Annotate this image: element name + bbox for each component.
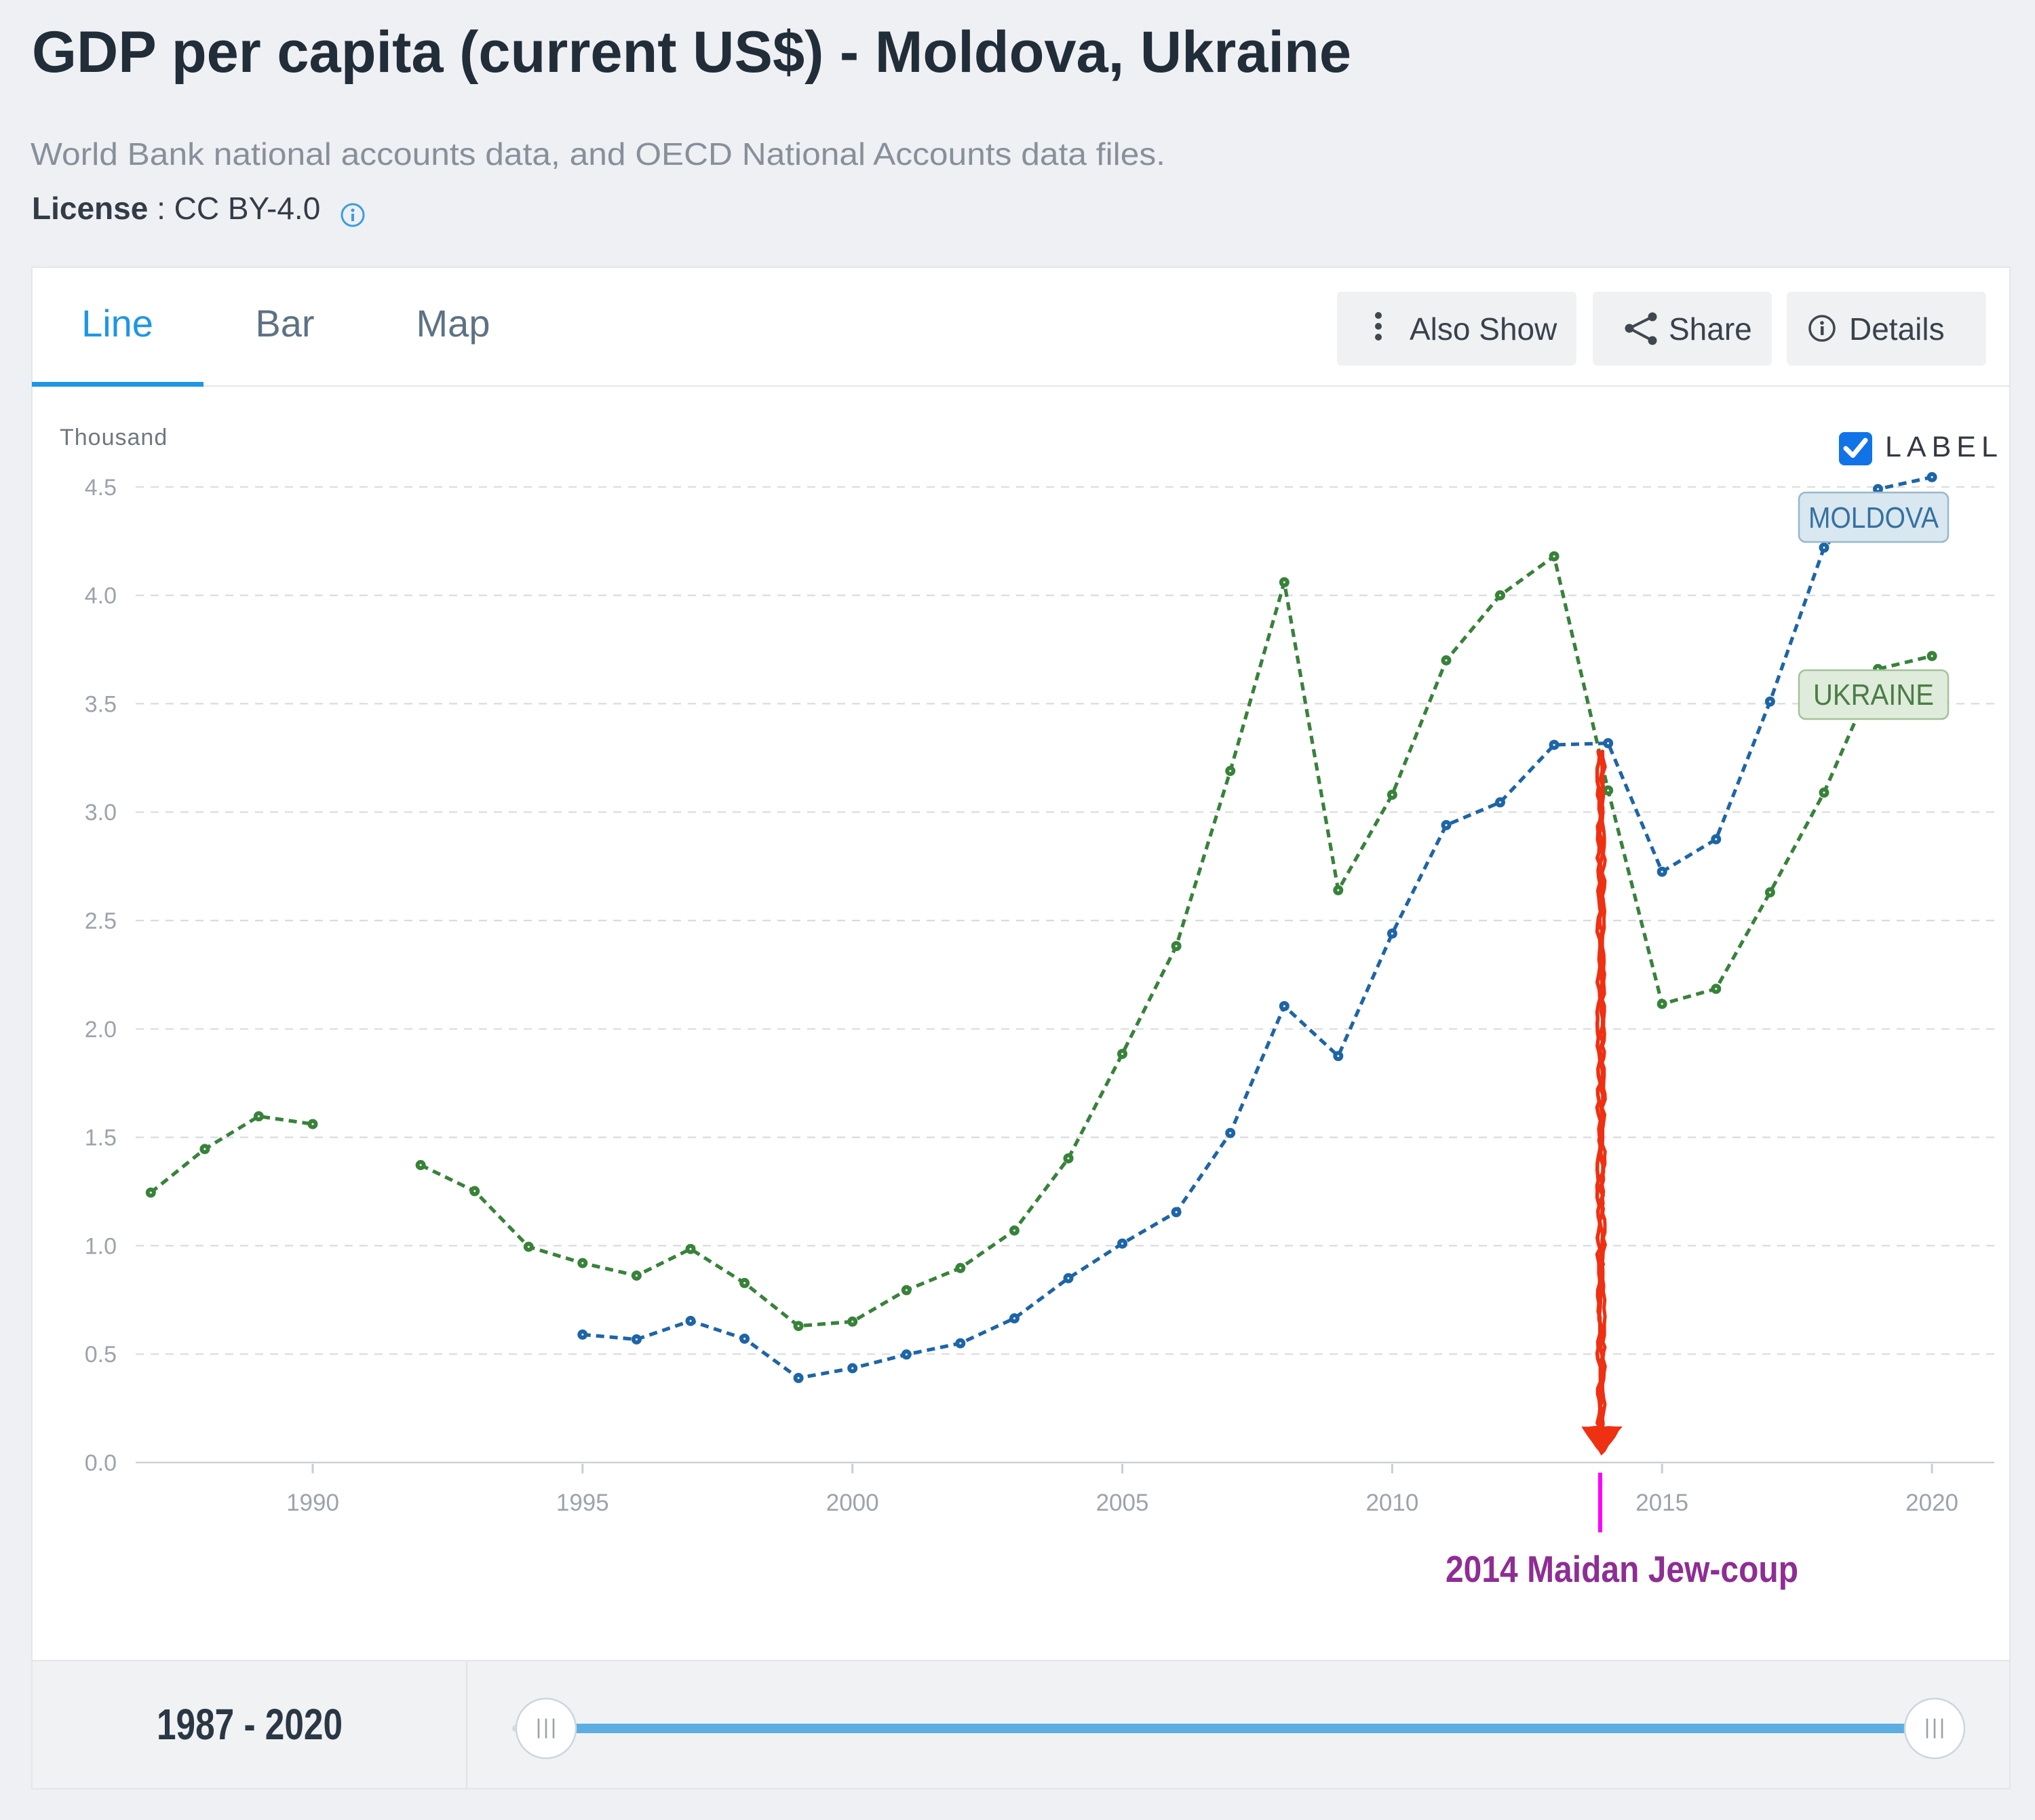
- svg-text:Bar: Bar: [255, 302, 314, 345]
- svg-text:License : CC BY-4.0: License : CC BY-4.0: [32, 191, 320, 226]
- svg-text:LABEL: LABEL: [1885, 431, 2003, 463]
- svg-text:Share: Share: [1669, 311, 1752, 347]
- svg-text:Map: Map: [416, 302, 490, 345]
- svg-text:3.5: 3.5: [85, 691, 117, 717]
- svg-text:World Bank national accounts d: World Bank national accounts data, and O…: [31, 136, 1165, 172]
- svg-text:0.0: 0.0: [85, 1450, 117, 1476]
- svg-text:1.5: 1.5: [85, 1125, 117, 1151]
- svg-text:Details: Details: [1849, 311, 1945, 347]
- svg-text:1990: 1990: [286, 1490, 339, 1516]
- svg-text:1.0: 1.0: [85, 1233, 117, 1259]
- svg-text:0.5: 0.5: [85, 1342, 117, 1368]
- svg-text:Thousand: Thousand: [60, 425, 168, 450]
- svg-text:MOLDOVA: MOLDOVA: [1808, 501, 1939, 535]
- svg-text:2020: 2020: [1905, 1490, 1958, 1516]
- svg-text:2005: 2005: [1096, 1490, 1149, 1516]
- svg-text:2010: 2010: [1365, 1490, 1418, 1516]
- svg-text:4.5: 4.5: [85, 475, 117, 501]
- svg-text:1995: 1995: [556, 1490, 609, 1516]
- svg-text:UKRAINE: UKRAINE: [1813, 678, 1934, 712]
- svg-text:Also Show: Also Show: [1410, 311, 1557, 347]
- svg-text:GDP per capita (current US$) -: GDP per capita (current US$) - Moldova, …: [32, 20, 1351, 85]
- svg-text:1987 - 2020: 1987 - 2020: [157, 1700, 343, 1749]
- svg-text:Line: Line: [81, 302, 153, 345]
- svg-text:2.0: 2.0: [85, 1017, 117, 1043]
- svg-text:2000: 2000: [826, 1490, 879, 1516]
- svg-text:2014 Maidan Jew-coup: 2014 Maidan Jew-coup: [1446, 1548, 1798, 1590]
- svg-text:2.5: 2.5: [85, 908, 117, 934]
- svg-text:4.0: 4.0: [85, 583, 117, 609]
- svg-text:3.0: 3.0: [85, 800, 117, 826]
- svg-text:2015: 2015: [1635, 1490, 1688, 1516]
